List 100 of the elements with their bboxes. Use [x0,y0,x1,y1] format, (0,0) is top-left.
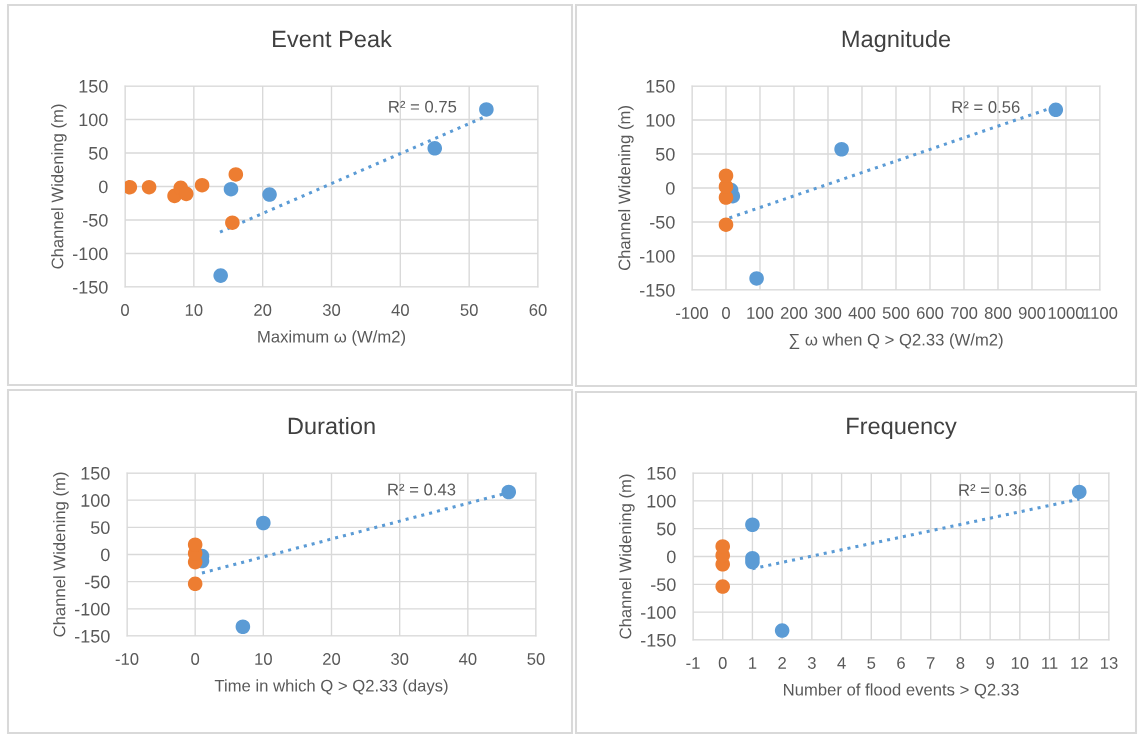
y-tick-label: 50 [656,522,676,536]
point [749,271,764,286]
point [235,619,251,635]
point [1048,102,1064,118]
y-tick-label: -50 [651,578,676,592]
y-tick-label: -150 [75,629,110,643]
x-tick-label: 1 [749,657,757,669]
y-tick-label: 150 [646,79,675,93]
x-tick-label: 500 [882,307,910,319]
y-tick-label: 150 [79,79,108,93]
y-axis-title: Channel Widening (m) [51,104,67,269]
y-tick-label: 50 [90,521,110,535]
chart-title: Event Peak [273,30,392,48]
y-tick-label: 100 [81,494,110,507]
point [262,187,277,202]
x-tick-label: 10 [1011,657,1029,669]
annotation: R² = 0.36 [959,484,1027,496]
y-axis-title: Channel Widening (m) [53,472,69,637]
x-tick-label: 4 [837,657,846,669]
y-axis-title: Channel Widening (m) [619,474,635,639]
x-tick-label: 13 [1101,657,1118,669]
x-tick-label: 1000 [1048,307,1084,319]
y-tick-label: 0 [101,548,110,562]
point [479,102,494,117]
y-axis-title: Channel Widening (m) [618,106,634,271]
point [427,141,443,156]
point [187,576,203,592]
x-tick-label: -100 [676,307,709,319]
point [228,167,244,182]
y-tick-label: -50 [650,215,675,229]
point [774,623,790,638]
x-tick-label: 3 [807,657,816,669]
x-tick-label: 40 [391,304,409,316]
point [834,141,849,157]
y-tick-label: 100 [79,113,108,127]
y-tick-label: 150 [81,466,110,480]
x-tick-label: 600 [916,307,944,319]
x-tick-label: 0 [191,653,200,665]
y-tick-label: 150 [647,466,676,480]
point [194,177,210,193]
point [213,268,228,283]
point [225,215,240,230]
y-tick-label: -150 [73,280,108,294]
x-tick-label: 30 [322,304,341,316]
y-tick-label: 0 [666,181,675,195]
x-tick-label: 20 [323,653,341,665]
x-tick-label: 0 [718,657,727,669]
x-tick-label: 7 [926,657,935,669]
point [718,168,734,184]
annotation: R² = 0.43 [388,483,456,496]
y-tick-label: -50 [83,213,108,227]
x-tick-label: 800 [984,307,1012,319]
x-tick-label: 300 [814,307,842,319]
x-tick-label: 8 [956,657,965,669]
y-tick-label: 50 [655,147,675,161]
y-tick-label: 50 [88,146,108,160]
x-tick-label: 700 [950,307,978,319]
point [223,181,239,197]
point [501,484,517,500]
x-tick-label: 40 [458,653,477,665]
x-tick-label: 30 [391,653,409,665]
x-tick-label: 9 [986,657,994,669]
point [1072,484,1087,500]
x-tick-label: -1 [686,657,700,669]
x-axis-title: ∑ ω when Q > Q2.33 (W/m2) [789,333,1003,349]
y-tick-label: -100 [641,606,676,619]
x-tick-label: 1100 [1083,307,1118,319]
y-tick-label: -100 [640,249,675,263]
y-tick-label: 100 [646,113,675,127]
x-axis-title: Number of flood events > Q2.33 [784,683,1019,699]
x-tick-label: 5 [867,657,876,669]
x-tick-label: 0 [121,304,129,316]
x-tick-label: 900 [1018,307,1046,319]
point [745,517,760,533]
x-tick-label: -10 [115,653,139,665]
x-tick-label: 50 [460,304,478,316]
x-tick-label: 10 [255,653,272,665]
x-tick-label: 400 [848,307,876,319]
x-tick-label: 12 [1071,657,1088,669]
x-tick-label: 0 [722,307,730,319]
annotation: R² = 0.56 [952,101,1020,113]
y-tick-label: -150 [640,283,675,297]
chart-title: Duration [288,417,375,435]
annotation: R² = 0.75 [389,100,457,113]
x-tick-label: 2 [778,657,786,669]
x-tick-label: 200 [780,307,808,319]
y-tick-label: -150 [641,633,676,647]
x-tick-label: 10 [185,304,203,316]
x-tick-label: 20 [254,304,272,316]
point [141,179,157,195]
x-tick-label: 6 [897,657,905,669]
chart-title: Magnitude [842,30,951,53]
point [715,579,730,594]
y-tick-label: 0 [667,550,676,564]
y-tick-label: -50 [85,575,110,589]
point [718,217,734,232]
x-tick-label: 60 [529,304,547,316]
point [256,515,271,531]
x-axis-title: Maximum ω (W/m2) [258,330,406,346]
y-tick-label: 100 [647,494,676,508]
